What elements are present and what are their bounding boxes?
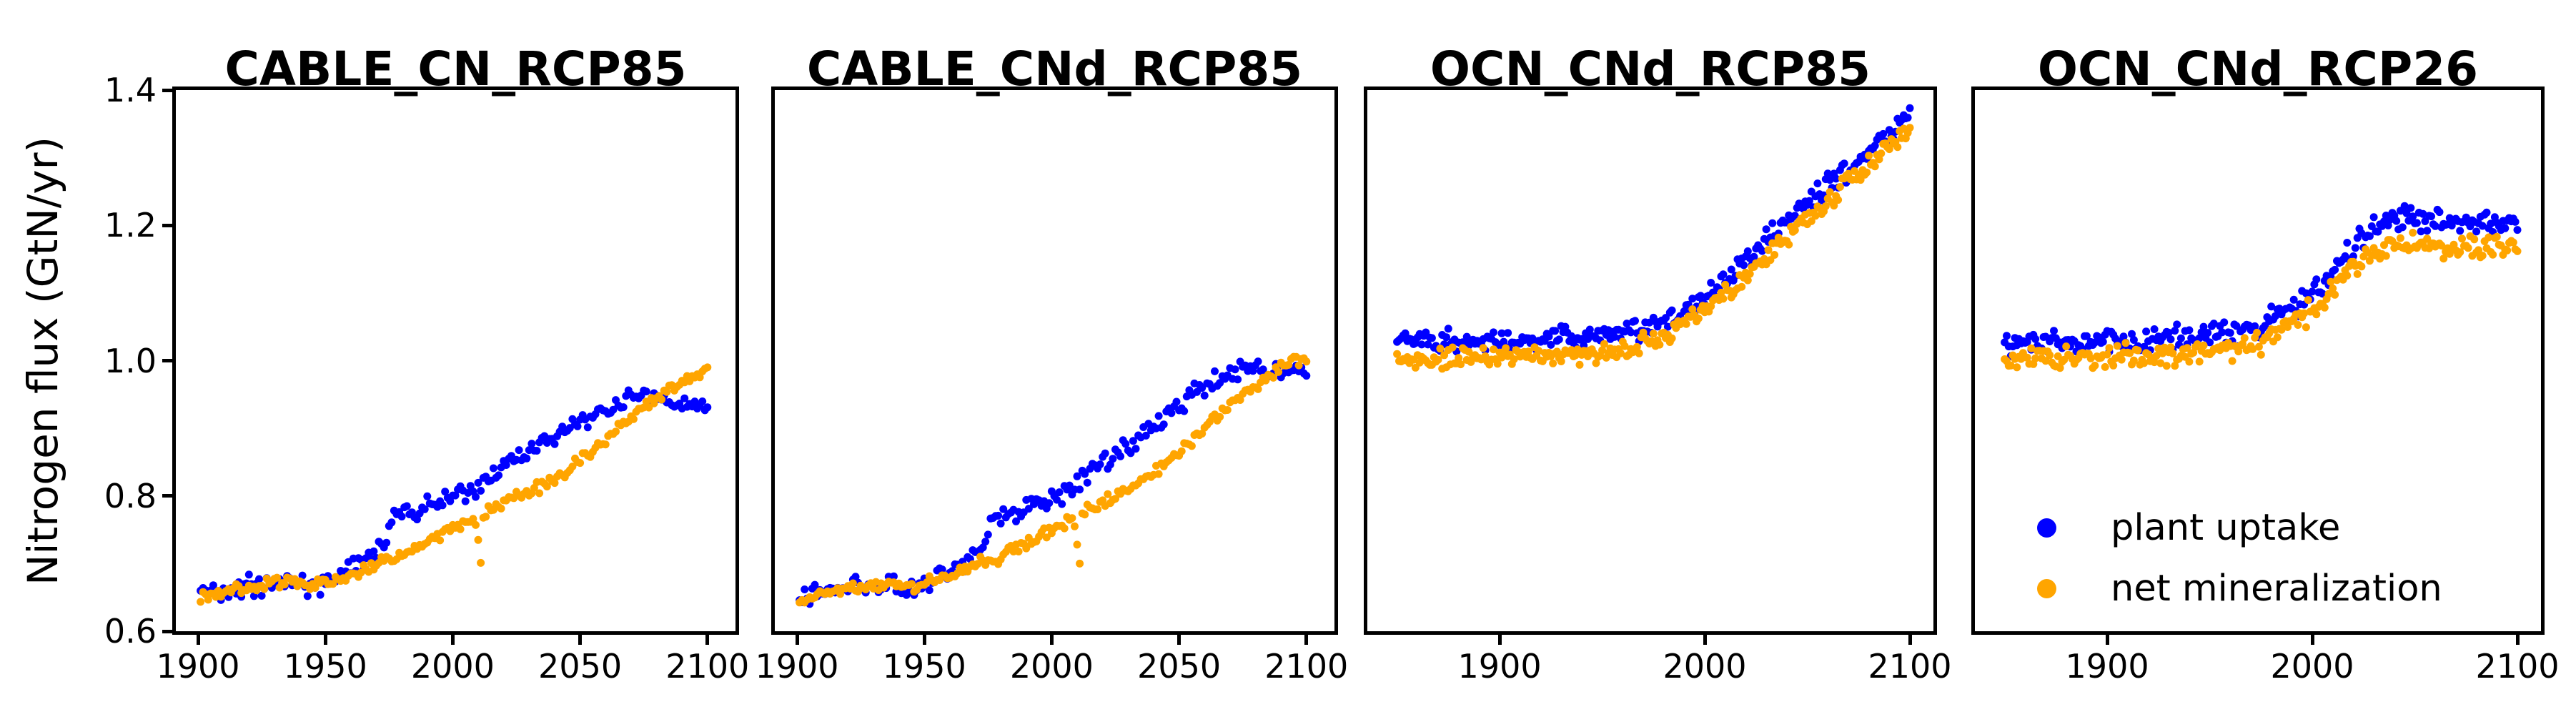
legend-label: plant uptake bbox=[2111, 507, 2341, 549]
legend-label: net mineralization bbox=[2111, 568, 2442, 610]
x-tick-label: 2000 bbox=[1663, 647, 1747, 686]
y-tick-mark bbox=[162, 629, 172, 633]
x-tick-label: 1900 bbox=[1457, 647, 1542, 686]
x-tick-mark bbox=[795, 635, 799, 645]
y-tick-mark bbox=[162, 494, 172, 498]
scatter-plot bbox=[796, 352, 1311, 608]
x-tick-label: 2050 bbox=[538, 647, 623, 686]
x-tick-mark bbox=[705, 635, 710, 645]
y-tick-label: 0.8 bbox=[104, 476, 157, 515]
legend-item-plant-uptake: plant uptake bbox=[2037, 498, 2442, 558]
scatter-plot bbox=[197, 363, 712, 606]
legend-marker-plant-uptake-icon bbox=[2037, 518, 2056, 538]
x-tick-label: 2050 bbox=[1137, 647, 1222, 686]
x-tick-mark bbox=[2105, 635, 2109, 645]
y-tick-label: 1.0 bbox=[104, 341, 157, 380]
x-tick-label: 2000 bbox=[410, 647, 495, 686]
axes-frame bbox=[771, 86, 1338, 635]
legend-item-net-mineralization: net mineralization bbox=[2037, 558, 2442, 619]
x-tick-label: 1900 bbox=[2065, 647, 2149, 686]
scatter-plot bbox=[1393, 104, 1914, 373]
axes-frame bbox=[1971, 86, 2545, 635]
x-tick-label: 2000 bbox=[2270, 647, 2354, 686]
x-tick-label: 1900 bbox=[755, 647, 839, 686]
y-tick-label: 1.4 bbox=[104, 71, 157, 109]
x-tick-mark bbox=[578, 635, 583, 645]
y-tick-mark bbox=[162, 359, 172, 362]
panel-title: OCN_CNd_RCP85 bbox=[1430, 41, 1871, 97]
x-tick-label: 1900 bbox=[156, 647, 240, 686]
panel-title: OCN_CNd_RCP26 bbox=[2037, 41, 2479, 97]
x-tick-label: 1950 bbox=[882, 647, 966, 686]
x-tick-mark bbox=[196, 635, 200, 645]
x-tick-label: 2000 bbox=[1009, 647, 1094, 686]
y-tick-mark bbox=[162, 88, 172, 92]
x-tick-label: 1950 bbox=[283, 647, 367, 686]
x-tick-mark bbox=[922, 635, 926, 645]
y-tick-label: 0.6 bbox=[104, 612, 157, 651]
legend-marker-net-mineralization-icon bbox=[2037, 579, 2056, 598]
x-tick-mark bbox=[450, 635, 455, 645]
y-tick-label: 1.2 bbox=[104, 206, 157, 245]
scatter-plot bbox=[2001, 202, 2522, 372]
x-tick-mark bbox=[1908, 635, 1912, 645]
x-tick-mark bbox=[2310, 635, 2314, 645]
x-tick-label: 2100 bbox=[1868, 647, 1952, 686]
x-tick-mark bbox=[1497, 635, 1502, 645]
x-tick-mark bbox=[1177, 635, 1182, 645]
x-tick-label: 2100 bbox=[2475, 647, 2560, 686]
x-tick-mark bbox=[1049, 635, 1054, 645]
x-tick-mark bbox=[323, 635, 327, 645]
y-tick-mark bbox=[162, 223, 172, 227]
axes-frame bbox=[172, 86, 739, 635]
axes-frame bbox=[1364, 86, 1937, 635]
legend: plant uptake net mineralization bbox=[2037, 498, 2442, 619]
x-tick-mark bbox=[1304, 635, 1309, 645]
x-tick-mark bbox=[2515, 635, 2520, 645]
panel-title: CABLE_CN_RCP85 bbox=[224, 41, 687, 97]
panel-title: CABLE_CNd_RCP85 bbox=[806, 41, 1303, 97]
x-tick-mark bbox=[1703, 635, 1707, 645]
x-tick-label: 2100 bbox=[665, 647, 750, 686]
x-tick-label: 2100 bbox=[1264, 647, 1349, 686]
